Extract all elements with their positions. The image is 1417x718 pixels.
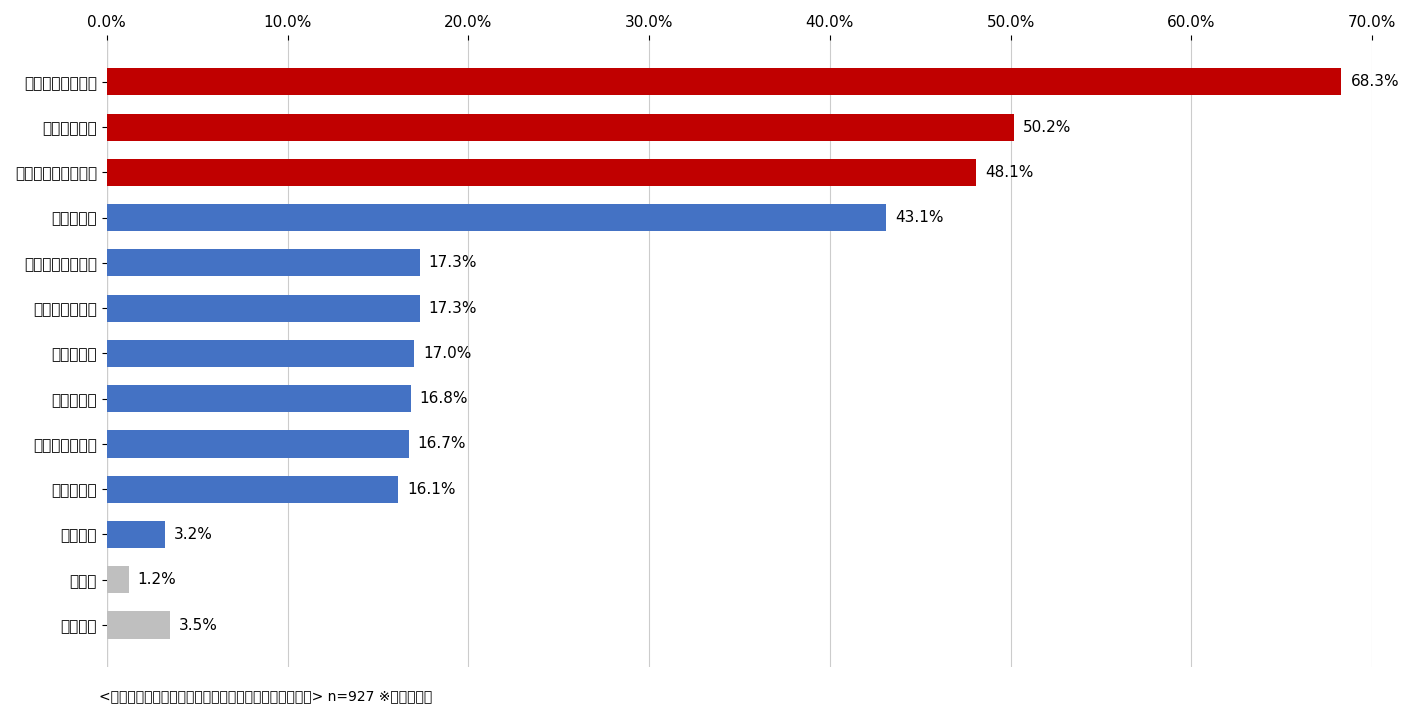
Bar: [106, 159, 976, 186]
Text: 43.1%: 43.1%: [896, 210, 944, 225]
Bar: [106, 340, 414, 367]
Bar: [106, 68, 1342, 95]
Bar: [106, 612, 170, 638]
Text: 17.0%: 17.0%: [424, 346, 472, 361]
Text: 3.2%: 3.2%: [174, 527, 213, 542]
Bar: [106, 385, 411, 412]
Bar: [106, 249, 419, 276]
Text: 16.1%: 16.1%: [407, 482, 455, 497]
Text: 50.2%: 50.2%: [1023, 120, 1071, 134]
Bar: [106, 475, 398, 503]
Bar: [106, 521, 164, 548]
Bar: [106, 430, 408, 457]
Text: 1.2%: 1.2%: [137, 572, 176, 587]
Bar: [106, 204, 886, 231]
Text: 3.5%: 3.5%: [179, 617, 218, 633]
Bar: [106, 294, 419, 322]
Text: 48.1%: 48.1%: [985, 165, 1034, 180]
Text: 17.3%: 17.3%: [428, 256, 478, 271]
Text: <図５：自宅内で湿気が多いと気になること・困ること> n=927 ※複数選択可: <図５：自宅内で湿気が多いと気になること・困ること> n=927 ※複数選択可: [99, 690, 432, 704]
Bar: [106, 567, 129, 593]
Text: 16.8%: 16.8%: [419, 391, 468, 406]
Text: 68.3%: 68.3%: [1350, 75, 1399, 89]
Bar: [106, 113, 1015, 141]
Text: 16.7%: 16.7%: [418, 437, 466, 452]
Text: 17.3%: 17.3%: [428, 301, 478, 316]
